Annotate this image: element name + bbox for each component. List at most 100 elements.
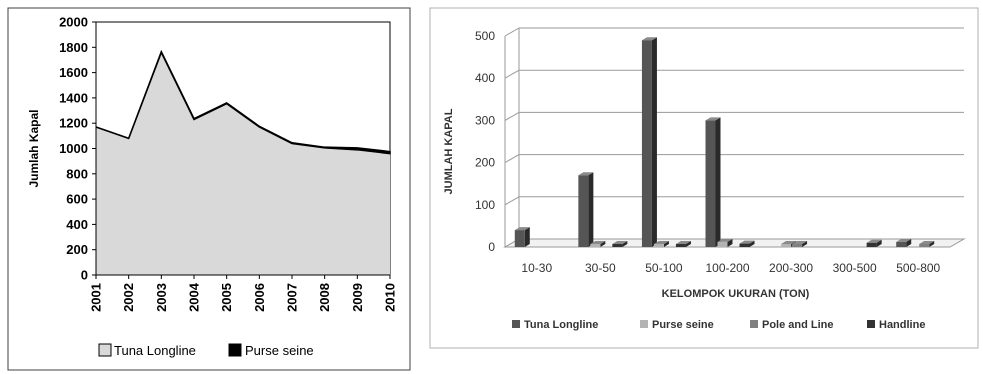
y-tick-label: 2000 [59,15,88,30]
bar-side [524,227,530,247]
bar-top [866,239,882,243]
bar-side [715,117,721,248]
y-tick-label: 0 [488,240,495,254]
bar-top [675,241,691,244]
bar-top [705,117,721,121]
y-tick-label: 400 [66,217,88,232]
x-tick-label: 200-300 [769,261,813,275]
bar [653,244,664,247]
y-axis-title: Jumlah Kapal [27,109,41,187]
area-series-tuna-longline [96,52,390,275]
x-tick-label: 2003 [154,283,169,312]
area-chart: 0 200 400 600 800 1000 1200 1400 1600 1800 2000 200… [7,7,411,371]
x-tick-label: 100-200 [705,261,749,275]
y-tick-label: 400 [475,71,495,85]
y-tick-label: 100 [475,198,495,212]
bar-side [727,238,733,247]
bar-side [685,241,691,247]
x-tick-label: 2009 [350,283,365,312]
gridline-depth [504,111,520,121]
bar-side [929,241,935,247]
x-tick-label: 2005 [219,283,234,312]
floor [503,238,966,248]
bar-top [792,241,808,244]
bar-top [641,37,657,41]
bar-top [919,241,935,244]
legend-label: Handline [879,319,925,331]
bar [578,175,589,247]
legend-swatch-purse-seine [228,343,242,357]
bar [590,244,601,247]
y-axis-title: JUMLAH KAPAL [443,108,455,194]
bar [739,243,750,247]
y-tick-label: 200 [66,242,88,257]
legend-label-tuna-longline: Tuna Longline [114,343,196,358]
x-tick-label: 500-800 [896,261,940,275]
bar-top [514,227,530,231]
bar-side [600,241,606,247]
bar [514,230,525,247]
x-tick-label: 2001 [89,283,104,312]
bar-top [896,238,912,242]
gridline-depth [504,27,520,37]
bar-side [651,37,657,247]
bar-side [663,241,669,247]
bar-top [590,241,606,244]
bar-side [749,240,755,247]
bar-top [653,241,669,244]
bar-side [622,241,628,247]
legend-label: Purse seine [652,319,714,331]
x-axis-title: KELOMPOK UKURAN (TON) [662,288,810,300]
gridline-depth [504,154,520,164]
legend-label: Tuna Longline [524,319,598,331]
gridline-depth [504,196,520,206]
bar-side [588,172,594,247]
bar [866,242,877,247]
x-tick-label: 2010 [383,283,398,312]
gridline-depth [504,69,520,79]
legend-swatch [640,320,648,328]
bar [781,244,792,247]
bar [792,244,803,247]
bar-top [612,241,628,244]
x-tick-label: 2006 [252,283,267,312]
bar-side [802,241,808,247]
bar [705,120,716,247]
x-tick-label: 2008 [317,283,332,312]
bar-top [781,241,797,244]
y-tick-label: 1800 [59,40,88,55]
bar-top [739,240,755,244]
legend-swatch [867,320,875,328]
legend-swatch-tuna-longline [98,343,112,357]
y-tick-label: 500 [475,29,495,43]
bar-top [578,172,594,176]
bar [675,244,686,247]
bar [896,241,907,247]
x-tick-label: 10-30 [521,261,552,275]
legend-label-purse-seine: Purse seine [245,343,314,358]
legend-label: Pole and Line [762,319,834,331]
bar [612,244,623,247]
chart-border [429,7,979,349]
y-tick-label: 0 [81,268,88,283]
y-tick-label: 1600 [59,65,88,80]
x-tick-label: 2007 [285,283,300,312]
area-chart-panel: 0 200 400 600 800 1000 1200 1400 1600 1800 2000 200… [0,0,415,374]
x-tick-label: 30-50 [585,261,616,275]
y-tick-label: 600 [66,192,88,207]
y-tick-label: 1200 [59,116,88,131]
bar-side [876,239,882,247]
x-tick-label: 2004 [187,282,202,312]
x-tick-label: 300-500 [833,261,877,275]
y-tick-label: 800 [66,166,88,181]
area-series-purse-seine [95,49,391,155]
bar [717,241,728,247]
y-tick-label: 200 [475,156,495,170]
bar [919,244,930,247]
y-tick-label: 1000 [59,141,88,156]
bar-chart: 0 100 200 300 400 500 10-30 30-50 50-100 100-200 2… [429,7,979,349]
y-tick-label: 1400 [59,90,88,105]
x-tick-label: 2002 [121,283,136,312]
bar [641,40,652,247]
legend-swatch [512,320,520,328]
